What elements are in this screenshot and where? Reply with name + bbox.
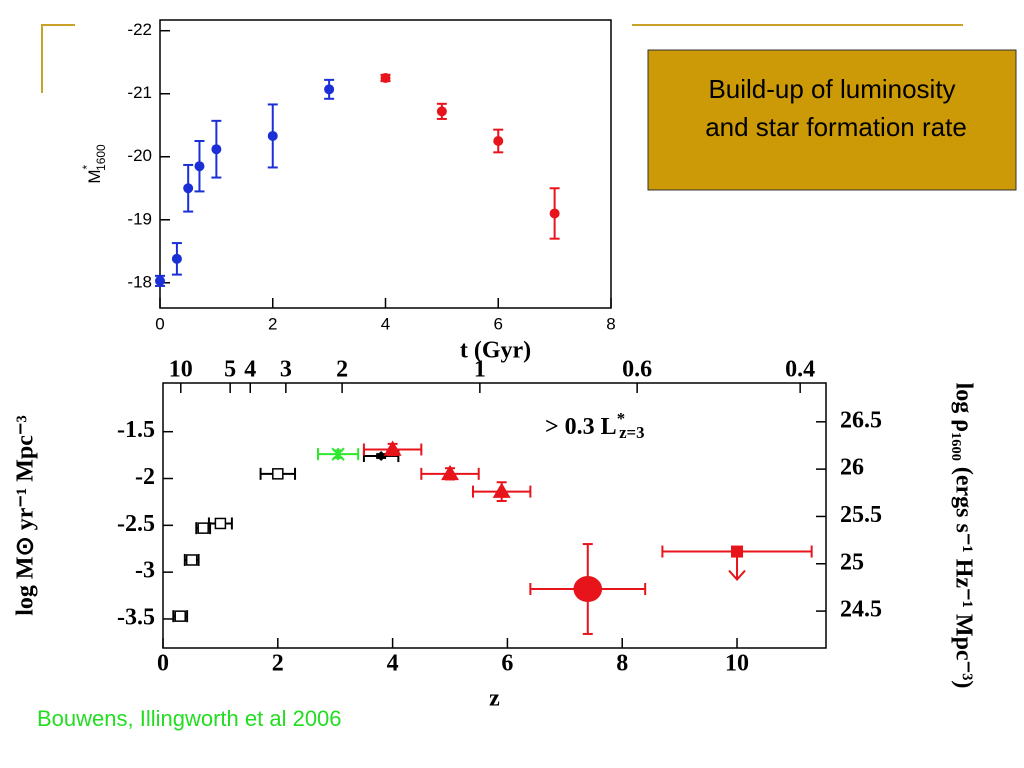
y-tick-label: -1.5 (117, 417, 155, 443)
point (272, 468, 284, 480)
point (441, 464, 460, 481)
point (493, 135, 504, 146)
y2-tick-label: 26.5 (840, 407, 882, 433)
point (573, 576, 603, 603)
y-axis-label-sub: 1600 (94, 144, 108, 171)
point (194, 161, 205, 172)
x-tick-label: 2 (272, 651, 284, 677)
y-axis-label-main: M (85, 169, 104, 183)
y-tick-label: -19 (127, 209, 152, 228)
point (549, 208, 560, 219)
point (331, 447, 345, 461)
corner-decoration (41, 24, 75, 93)
point (380, 72, 391, 83)
point (211, 144, 222, 155)
y2-tick-label: 26 (840, 455, 864, 481)
y-axis-label: M*1600 (80, 144, 108, 184)
x-tick-label: 0 (155, 314, 164, 333)
y-axis-label: log M⊙ yr⁻¹ Mpc⁻³ (13, 415, 39, 615)
top-tick-label: 1 (474, 357, 486, 383)
y-tick-label: -20 (127, 146, 152, 165)
top-tick-label: 2 (336, 357, 348, 383)
chart-top: 0 2 4 6 8 -22 -21 -20 -19 -18 t (Gyr) M*1600 (80, 19, 616, 364)
y-tick-label: -3.5 (117, 604, 155, 630)
x-tick-label: 2 (268, 314, 277, 333)
y-tick-label: -3 (135, 558, 155, 584)
chart-bottom: 0 2 4 6 8 10-1.5-2-2.5-3-3.510 5 4 3 2 1 0.6 0.426.5… (13, 357, 977, 712)
top-tick-label: 0.4 (785, 357, 815, 383)
y-tick-label: -2 (135, 464, 155, 490)
point (376, 451, 387, 462)
point (436, 106, 447, 117)
annotation-main: > 0.3 L (545, 414, 617, 440)
y2-tick-label: 25 (840, 549, 864, 575)
point (492, 482, 511, 498)
point (155, 275, 165, 286)
x-tick-label: 8 (606, 314, 615, 333)
point (171, 253, 182, 264)
callout-box (647, 49, 1017, 191)
annotation: > 0.3 L* z=3 (545, 409, 644, 442)
annotation-sup: * (617, 409, 625, 428)
x-tick-label: 6 (501, 651, 513, 677)
callout-line: and star formation rate (705, 112, 967, 142)
plot-frame (162, 382, 827, 649)
point (174, 610, 186, 622)
point (183, 183, 194, 194)
x-tick-label: 10 (725, 651, 749, 677)
y-tick-label: -2.5 (117, 511, 155, 537)
y-tick-label: -22 (127, 20, 152, 39)
y-tick-label: -21 (127, 83, 152, 102)
y2-tick-label: 24.5 (840, 597, 882, 623)
top-tick-label: 3 (280, 357, 292, 383)
y-axis-label-sup: * (80, 164, 94, 169)
upper-limit-arrow (728, 551, 746, 582)
point (214, 517, 227, 530)
x-tick-label: 0 (157, 651, 169, 677)
point (383, 440, 402, 456)
citation: Bouwens, Illingworth et al 2006 (37, 706, 342, 731)
top-tick-label: 0.6 (622, 357, 652, 383)
point (324, 84, 335, 95)
point (267, 130, 278, 141)
y2-tick-label: 25.5 (840, 502, 882, 528)
plot-frame (159, 19, 612, 309)
top-tick-label: 10 (169, 357, 193, 383)
point (197, 522, 209, 534)
top-tick-label: 5 (224, 357, 236, 383)
x-axis-label: z (489, 686, 500, 712)
top-tick-label: 4 (244, 357, 256, 383)
x-tick-label: 6 (494, 314, 503, 333)
x-tick-label: 8 (616, 651, 628, 677)
y-tick-label: -18 (127, 272, 152, 291)
point (185, 554, 198, 566)
x-axis-label: t (Gyr) (460, 338, 531, 364)
annotation-sub: z=3 (619, 423, 644, 442)
x-tick-label: 4 (387, 651, 399, 677)
y2-axis-label: log ρ₁₆₀₀ (ergs s⁻¹ Hz⁻¹ Mpc⁻³) (950, 383, 976, 689)
x-tick-label: 4 (381, 314, 390, 333)
callout-line: Build-up of luminosity (708, 74, 955, 104)
